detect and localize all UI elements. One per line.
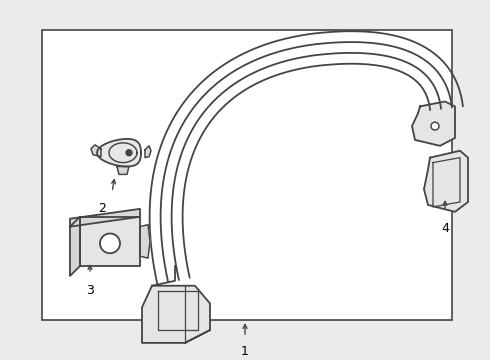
Bar xyxy=(42,30,452,320)
Polygon shape xyxy=(412,102,455,146)
Polygon shape xyxy=(145,146,151,158)
Polygon shape xyxy=(80,217,140,266)
Polygon shape xyxy=(91,145,101,157)
Circle shape xyxy=(431,122,439,130)
Text: 3: 3 xyxy=(86,284,94,297)
Polygon shape xyxy=(117,167,129,174)
Text: 4: 4 xyxy=(441,222,449,235)
Circle shape xyxy=(100,234,120,253)
Polygon shape xyxy=(70,209,140,226)
Polygon shape xyxy=(97,139,141,167)
Text: 2: 2 xyxy=(98,202,106,215)
Text: 1: 1 xyxy=(241,345,249,358)
Polygon shape xyxy=(142,286,210,343)
Polygon shape xyxy=(140,225,150,258)
Polygon shape xyxy=(424,151,468,212)
Circle shape xyxy=(126,150,132,156)
Polygon shape xyxy=(70,217,80,276)
